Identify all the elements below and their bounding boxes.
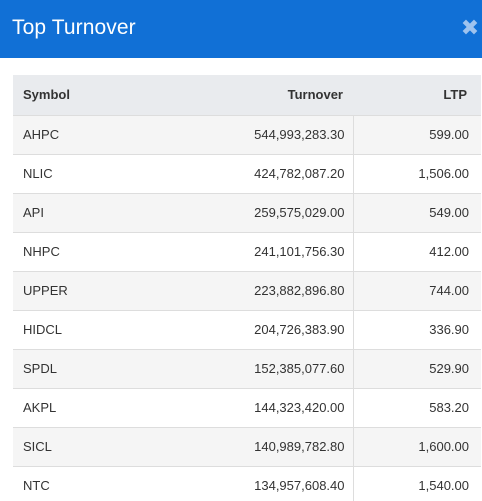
- table-row[interactable]: AHPC 544,993,283.30 599.00: [13, 115, 481, 154]
- ltp-cell: 1,540.00: [352, 466, 481, 501]
- table-row[interactable]: SPDL 152,385,077.60 529.90: [13, 349, 481, 388]
- table-row[interactable]: NHPC 241,101,756.30 412.00: [13, 232, 481, 271]
- ltp-cell: 744.00: [352, 271, 481, 310]
- column-header-turnover[interactable]: Turnover: [152, 75, 353, 116]
- symbol-cell: NHPC: [23, 244, 60, 259]
- ltp-cell: 599.00: [352, 115, 481, 154]
- ltp-cell: 336.90: [352, 310, 481, 349]
- turnover-table-container: Symbol Turnover LTP AHPC 544,993,283.30 59…: [13, 75, 481, 501]
- turnover-cell: 140,989,782.80: [254, 439, 345, 454]
- table-header: Symbol Turnover LTP: [13, 75, 481, 116]
- turnover-cell: 134,957,608.40: [254, 478, 345, 493]
- modal-title: Top Turnover: [12, 16, 136, 39]
- symbol-cell: NLIC: [23, 166, 53, 181]
- turnover-cell: 544,993,283.30: [254, 127, 345, 142]
- column-header-symbol[interactable]: Symbol: [13, 75, 152, 116]
- symbol-cell: AKPL: [23, 400, 57, 415]
- turnover-cell: 424,782,087.20: [254, 166, 345, 181]
- symbol-cell: AHPC: [23, 127, 60, 142]
- symbol-cell: SPDL: [23, 361, 57, 376]
- turnover-cell: 144,323,420.00: [254, 400, 345, 415]
- column-header-ltp[interactable]: LTP: [353, 75, 481, 116]
- symbol-cell: UPPER: [23, 283, 68, 298]
- symbol-cell: API: [23, 205, 44, 220]
- table-row[interactable]: API 259,575,029.00 549.00: [13, 193, 481, 232]
- table-row[interactable]: HIDCL 204,726,383.90 336.90: [13, 310, 481, 349]
- table-row[interactable]: AKPL 144,323,420.00 583.20: [13, 388, 481, 427]
- ltp-cell: 1,600.00: [352, 427, 481, 466]
- ltp-cell: 412.00: [352, 232, 481, 271]
- ltp-cell: 529.90: [352, 349, 481, 388]
- turnover-cell: 259,575,029.00: [254, 205, 345, 220]
- turnover-table: Symbol Turnover LTP AHPC 544,993,283.30 59…: [13, 75, 481, 501]
- ltp-cell: 549.00: [352, 193, 481, 232]
- close-icon[interactable]: ✖: [460, 15, 480, 40]
- table-header-row: Symbol Turnover LTP: [13, 75, 481, 116]
- table-row[interactable]: NLIC 424,782,087.20 1,506.00: [13, 154, 481, 193]
- turnover-cell: 152,385,077.60: [254, 361, 345, 376]
- table-body: AHPC 544,993,283.30 599.00 NLIC 424,782,087.…: [13, 115, 481, 501]
- turnover-cell: 204,726,383.90: [254, 322, 345, 337]
- ltp-cell: 1,506.00: [352, 154, 481, 193]
- symbol-cell: HIDCL: [23, 322, 63, 337]
- symbol-cell: SICL: [23, 439, 52, 454]
- table-row[interactable]: SICL 140,989,782.80 1,600.00: [13, 427, 481, 466]
- table-row[interactable]: NTC 134,957,608.40 1,540.00: [13, 466, 481, 501]
- table-row[interactable]: UPPER 223,882,896.80 744.00: [13, 271, 481, 310]
- modal-header: Top Turnover ✖: [0, 0, 482, 58]
- symbol-cell: NTC: [23, 478, 50, 493]
- turnover-cell: 223,882,896.80: [254, 283, 345, 298]
- turnover-cell: 241,101,756.30: [254, 244, 345, 259]
- ltp-cell: 583.20: [352, 388, 481, 427]
